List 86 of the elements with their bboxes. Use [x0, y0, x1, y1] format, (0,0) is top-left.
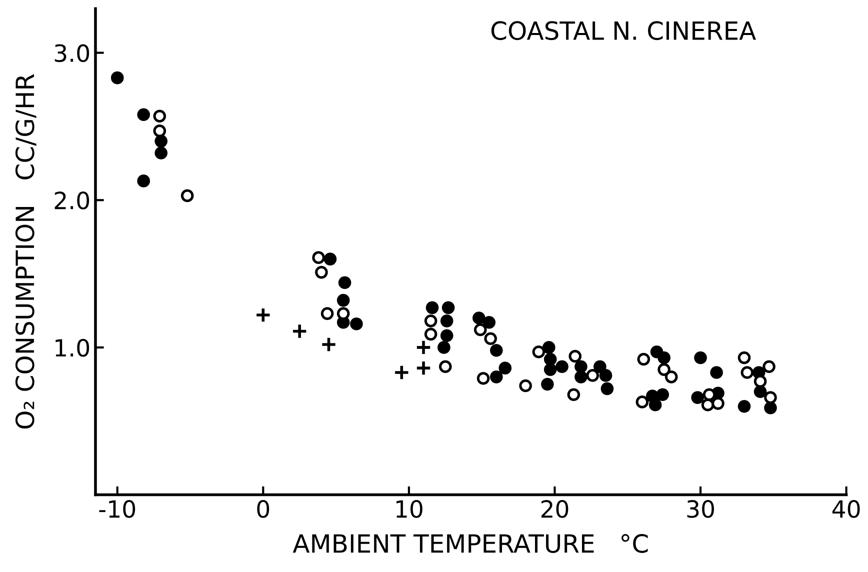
point: [336, 294, 350, 307]
x-axis-title: AMBIENT TEMPERATURE °C: [292, 534, 648, 553]
chart-title: COASTAL N. CINEREA: [491, 21, 756, 40]
point: [438, 360, 452, 373]
point: [180, 189, 194, 202]
point: [738, 400, 751, 413]
point: [474, 323, 487, 336]
point: [658, 351, 670, 364]
y-tick-label: 1.0: [56, 338, 90, 357]
point: [664, 370, 678, 384]
point: [594, 360, 606, 373]
point: [637, 352, 650, 366]
point: [476, 372, 490, 385]
point: [764, 391, 777, 404]
point: [754, 385, 767, 398]
point: [574, 370, 588, 384]
x-tick-label: 0: [257, 500, 270, 518]
point: [416, 360, 432, 376]
point: [315, 266, 328, 279]
point: [586, 369, 600, 382]
point: [656, 388, 670, 401]
point: [324, 252, 337, 266]
point: [544, 352, 557, 366]
point: [110, 71, 124, 84]
point: [312, 251, 325, 264]
point: [472, 312, 486, 324]
point: [762, 360, 776, 373]
point: [519, 379, 532, 392]
point: [542, 341, 556, 354]
y-tick-label: 2.0: [54, 192, 90, 210]
point: [648, 398, 662, 412]
point: [394, 364, 410, 380]
point: [440, 314, 454, 328]
point: [498, 362, 512, 374]
point: [484, 332, 497, 346]
point: [490, 344, 503, 357]
point: [426, 301, 439, 314]
point: [320, 307, 334, 320]
point: [320, 336, 337, 352]
point: [600, 382, 614, 396]
point: [440, 329, 454, 342]
point: [424, 314, 438, 328]
point: [701, 398, 714, 412]
point: [338, 276, 352, 290]
point: [153, 124, 166, 138]
point: [154, 134, 168, 148]
point: [416, 339, 432, 356]
point: [691, 391, 704, 404]
point: [137, 108, 150, 122]
point: [482, 316, 496, 329]
point: [738, 351, 751, 364]
point: [636, 396, 649, 408]
point: [541, 378, 554, 391]
point: [599, 369, 612, 382]
point: [740, 366, 754, 379]
point: [442, 301, 455, 314]
point: [424, 328, 438, 341]
y-axis-title: O₂ CONSUMPTION CC/G/HR: [15, 74, 36, 429]
point: [137, 174, 150, 188]
point: [568, 350, 582, 363]
x-tick-label: 40: [832, 500, 860, 518]
point: [292, 323, 308, 340]
point: [658, 363, 670, 376]
x-tick-label: 30: [687, 500, 714, 518]
point: [710, 366, 723, 379]
point: [255, 307, 272, 324]
point: [712, 397, 724, 410]
point: [544, 363, 557, 376]
point: [438, 341, 450, 354]
point: [532, 345, 546, 358]
point: [754, 374, 767, 388]
x-tick-label: -10: [99, 500, 136, 518]
point: [490, 370, 503, 384]
point: [694, 351, 707, 364]
x-tick-label: 20: [541, 500, 568, 518]
point: [153, 110, 166, 123]
point: [350, 317, 363, 330]
point: [154, 146, 168, 160]
point: [702, 388, 716, 401]
point: [764, 401, 777, 414]
point: [556, 360, 568, 373]
y-tick-label: 3.0: [54, 44, 90, 62]
x-tick-label: 10: [396, 500, 422, 518]
point: [574, 360, 588, 373]
point: [567, 388, 580, 401]
point: [336, 307, 350, 320]
